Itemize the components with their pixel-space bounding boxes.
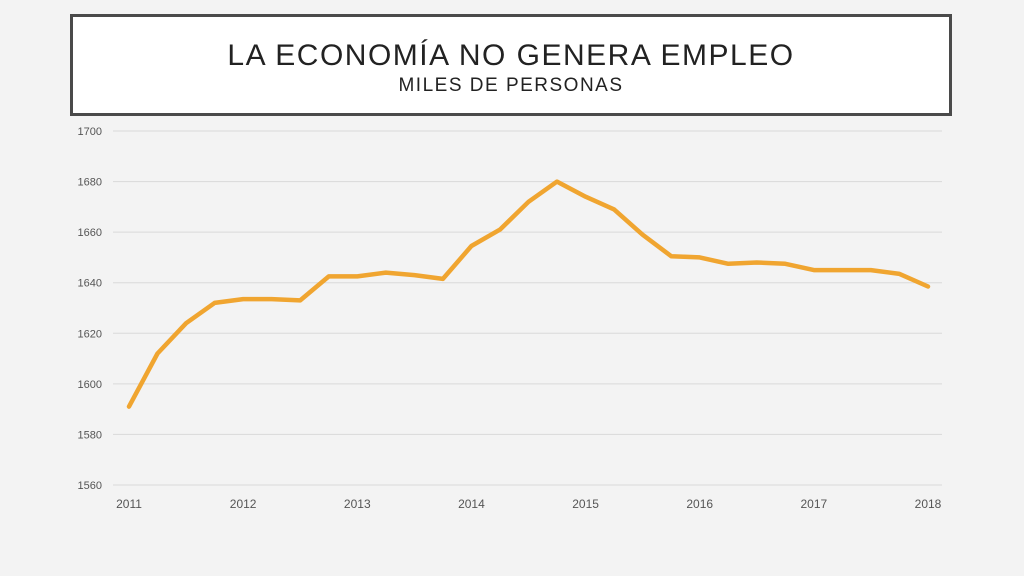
x-tick-label: 2018: [915, 497, 942, 511]
y-tick-label: 1640: [78, 278, 102, 290]
x-tick-label: 2011: [116, 497, 142, 511]
y-tick-label: 1560: [78, 480, 102, 492]
x-tick-label: 2014: [458, 497, 485, 511]
y-tick-label: 1680: [78, 177, 102, 189]
x-tick-label: 2013: [344, 497, 371, 511]
x-tick-label: 2012: [230, 497, 257, 511]
page-subtitle: MILES DE PERSONAS: [398, 75, 624, 96]
y-tick-label: 1700: [78, 126, 102, 138]
y-tick-label: 1600: [78, 379, 102, 391]
y-tick-label: 1620: [78, 328, 102, 340]
page-title: LA ECONOMÍA NO GENERA EMPLEO: [227, 39, 795, 72]
x-tick-label: 2016: [686, 497, 713, 511]
series-line: [126, 179, 931, 409]
x-tick-label: 2015: [572, 497, 599, 511]
title-box: LA ECONOMÍA NO GENERA EMPLEO MILES DE PE…: [70, 14, 952, 116]
y-tick-label: 1580: [78, 429, 102, 441]
y-tick-label: 1660: [78, 227, 102, 239]
x-tick-label: 2017: [801, 497, 828, 511]
